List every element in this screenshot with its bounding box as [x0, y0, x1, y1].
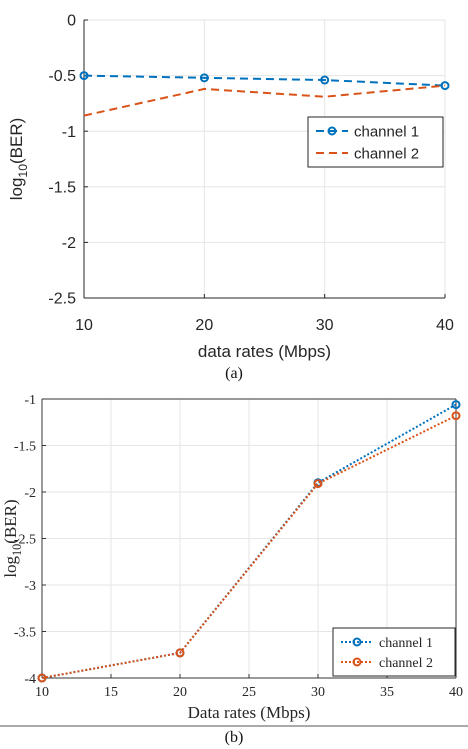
x-tick-label: 30 [316, 317, 334, 334]
figure-caption: (b) [225, 729, 244, 746]
y-tick-label: 0 [67, 13, 76, 30]
y-tick-label: -3 [24, 579, 36, 594]
legend-label-1: channel 1 [354, 123, 419, 140]
series-point-1 [320, 75, 330, 85]
y-axis-label: log10(BER) [1, 499, 24, 577]
x-tick-label: 40 [436, 317, 454, 334]
chart-a: 10 20 30 40 0 -0.5 -1 -1.5 -2 -2.5 data rates (Mbp… [7, 13, 454, 382]
y-tick-label: -3.5 [14, 625, 36, 640]
legend-label-1: channel 1 [379, 636, 433, 651]
series-point-1 [451, 400, 461, 410]
x-tick-label: 10 [75, 317, 93, 334]
y-tick-label: -4 [24, 672, 36, 687]
x-tick-label: 25 [242, 685, 256, 700]
x-axis-label: data rates (Mbps) [198, 342, 331, 361]
legend-marker-2 [352, 657, 362, 667]
y-axis-label-tail: (BER) [7, 118, 26, 164]
y-tick-label: -2 [62, 235, 76, 252]
x-tick-label: 10 [35, 685, 49, 700]
x-tick-label: 20 [195, 317, 213, 334]
y-tick-label: -1.5 [48, 179, 76, 196]
series-point-2 [175, 648, 185, 658]
legend-marker-1 [352, 637, 362, 647]
legend-label-2: channel 2 [354, 145, 419, 162]
series-point-1 [440, 81, 450, 91]
x-axis-label: Data rates (Mbps) [188, 703, 311, 722]
legend-marker-1 [327, 126, 337, 136]
legend-box [332, 627, 456, 677]
y-tick-label: -2 [24, 486, 36, 501]
figure-caption: (a) [225, 365, 243, 382]
y-axis-label-base: log [1, 555, 20, 577]
y-tick-label: -1.5 [14, 439, 36, 454]
y-tick-label: -2.5 [48, 291, 76, 308]
series-point-2 [37, 673, 47, 683]
y-tick-label: -1 [24, 393, 36, 408]
y-axis-label-tail: (BER) [1, 499, 20, 543]
x-tick-label: 20 [173, 685, 187, 700]
series-point-2 [451, 411, 461, 421]
series-line-2 [83, 84, 446, 117]
legend-box [307, 116, 444, 168]
y-axis-label-subscript: 10 [16, 164, 30, 178]
y-tick-label: -1 [62, 124, 76, 141]
y-tick-label: -2.5 [14, 532, 36, 547]
x-tick-label: 40 [449, 685, 463, 700]
x-tick-label: 30 [311, 685, 325, 700]
series-line-1 [83, 74, 446, 87]
x-tick-label: 15 [104, 685, 118, 700]
x-tick-label: 35 [380, 685, 394, 700]
series-line-2 [41, 414, 457, 679]
y-axis-label-base: log [7, 178, 26, 201]
y-tick-label: -0.5 [48, 68, 76, 85]
series-point-2 [313, 479, 323, 489]
chart-b: 10 15 20 25 30 35 40 -1 -1.5 -2 -2.5 -3 -3.5 -4 Data r… [0, 393, 468, 746]
y-axis-label-subscript: 10 [10, 544, 24, 556]
legend-label-2: channel 2 [379, 656, 433, 671]
series-point-1 [79, 71, 89, 81]
y-axis-label: log10(BER) [7, 118, 30, 201]
series-point-1 [199, 73, 209, 83]
